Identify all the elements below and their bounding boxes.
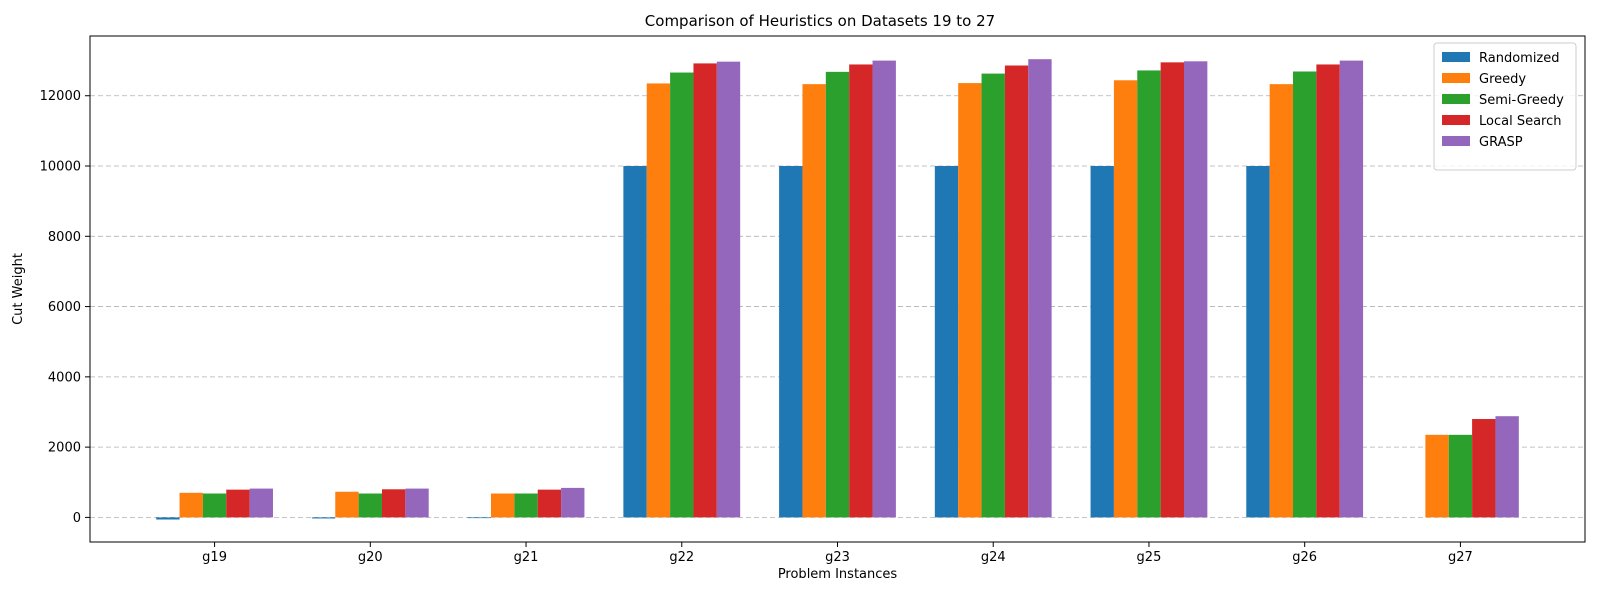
x-tick-label: g25 (1137, 550, 1162, 565)
bar-semi-greedy-g25 (1137, 70, 1161, 518)
bar-randomized-g24 (934, 166, 959, 518)
bar-greedy-g23 (802, 84, 826, 518)
legend-label: Greedy (1479, 72, 1526, 87)
bar-randomized-g23 (779, 166, 803, 518)
bar-grasp-g25 (1183, 61, 1208, 518)
legend-swatch (1442, 136, 1470, 146)
x-tick-label: g24 (981, 550, 1006, 565)
bar-grasp-g21 (561, 487, 585, 518)
bar-greedy-g25 (1113, 80, 1138, 518)
bar-grasp-g24 (1028, 59, 1052, 518)
legend-swatch (1442, 115, 1470, 125)
x-axis-ticks: g19 g20 g21 g22 g23 g24 g25 g26 g27 (202, 542, 1473, 565)
legend-swatch (1442, 52, 1470, 62)
bar-local-search-g23 (849, 64, 873, 518)
x-tick-label: g26 (1292, 550, 1317, 565)
bar-semi-greedy-g19 (202, 493, 227, 518)
y-axis-ticks: 0 2000 4000 6000 8000 10000 12000 (40, 89, 90, 526)
bar-local-search-g27 (1472, 419, 1496, 518)
chart-title: Comparison of Heuristics on Datasets 19 … (645, 12, 995, 30)
bar-grasp-g19 (249, 488, 273, 518)
bar-local-search-g25 (1160, 62, 1184, 518)
y-tick-label: 0 (73, 511, 81, 526)
bar-randomized-g22 (623, 166, 647, 518)
bar-semi-greedy-g21 (514, 493, 538, 518)
bar-local-search-g20 (381, 489, 406, 518)
bar-grasp-g22 (716, 61, 741, 518)
bar-grasp-g27 (1495, 416, 1519, 518)
bar-local-search-g22 (693, 63, 717, 518)
bar-semi-greedy-g26 (1293, 71, 1317, 518)
bar-local-search-g24 (1004, 65, 1029, 518)
bar-greedy-g19 (179, 492, 203, 518)
bar-randomized-g26 (1246, 166, 1270, 518)
bar-greedy-g22 (646, 83, 671, 518)
bar-greedy-g26 (1269, 84, 1294, 518)
legend-label: Local Search (1479, 114, 1562, 129)
legend-swatch (1442, 94, 1470, 104)
bars (156, 59, 1519, 520)
legend-swatch (1442, 73, 1470, 83)
y-tick-label: 6000 (48, 300, 81, 315)
bar-greedy-g24 (958, 83, 982, 518)
legend-label: GRASP (1479, 135, 1523, 150)
x-axis-label: Problem Instances (778, 567, 898, 582)
legend-label: Randomized (1479, 51, 1560, 66)
bar-greedy-g20 (335, 491, 359, 518)
bar-semi-greedy-g23 (825, 71, 850, 518)
legend-label: Semi-Greedy (1479, 93, 1564, 108)
bar-randomized-g21 (467, 517, 492, 519)
bar-greedy-g21 (491, 493, 515, 518)
x-tick-label: g23 (825, 550, 850, 565)
bar-semi-greedy-g24 (981, 73, 1005, 518)
bar-semi-greedy-g20 (358, 493, 382, 518)
y-tick-label: 8000 (48, 230, 81, 245)
y-tick-label: 12000 (40, 89, 81, 104)
y-tick-label: 10000 (40, 160, 81, 175)
bar-randomized-g25 (1090, 166, 1114, 518)
bar-local-search-g19 (226, 489, 250, 518)
bar-local-search-g21 (537, 489, 562, 518)
bar-grasp-g23 (872, 60, 896, 518)
y-tick-label: 4000 (48, 370, 81, 385)
bar-grasp-g20 (405, 488, 429, 518)
y-axis-label: Cut Weight (11, 253, 26, 325)
x-tick-label: g20 (358, 550, 383, 565)
bar-grasp-g26 (1339, 60, 1364, 518)
x-tick-label: g22 (669, 550, 694, 565)
x-tick-label: g19 (202, 550, 227, 565)
legend: Randomized Greedy Semi-Greedy Local Search G… (1433, 42, 1577, 171)
bar-randomized-g19 (156, 517, 180, 520)
x-tick-label: g27 (1448, 550, 1473, 565)
bar-local-search-g26 (1316, 64, 1340, 518)
bar-greedy-g27 (1425, 434, 1449, 518)
bar-semi-greedy-g27 (1448, 434, 1473, 518)
bar-randomized-g20 (311, 517, 336, 519)
bar-semi-greedy-g22 (670, 72, 694, 518)
y-tick-label: 2000 (48, 441, 81, 456)
x-tick-label: g21 (514, 550, 539, 565)
